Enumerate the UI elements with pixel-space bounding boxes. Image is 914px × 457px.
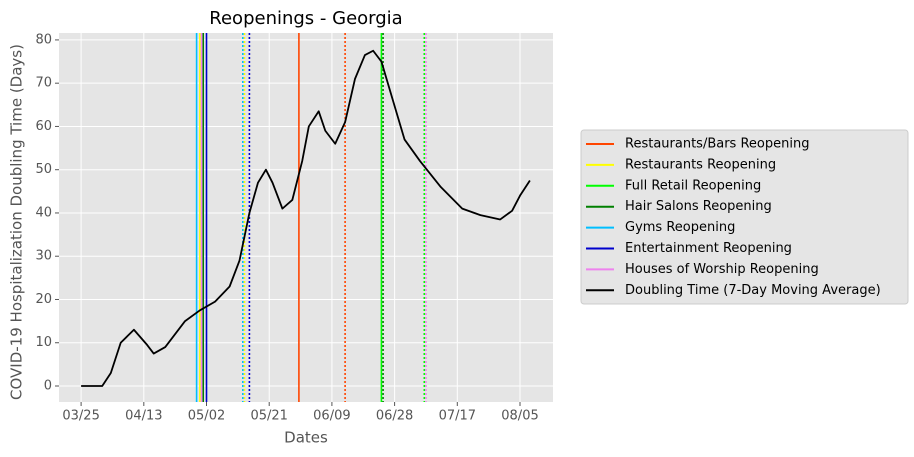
legend-label: Restaurants/Bars Reopening [625,137,809,152]
plot-area [59,33,553,402]
y-tick-label: 0 [44,378,52,393]
x-tick-label: 04/13 [125,409,162,424]
x-tick-label: 03/25 [62,409,99,424]
legend-label: Houses of Worship Reopening [625,262,819,277]
y-axis-label: COVID-19 Hospitalization Doubling Time (… [8,44,26,400]
chart-title: Reopenings - Georgia [209,8,402,29]
y-tick-label: 30 [35,249,52,264]
data-line [81,49,531,387]
x-tick-label: 06/28 [376,409,413,424]
x-tick-label: 07/17 [439,409,476,424]
legend-label: Full Retail Reopening [625,178,761,193]
y-tick-label: 80 [35,32,52,47]
y-tick-label: 40 [35,205,52,220]
x-tick-label: 05/02 [188,409,225,424]
x-tick-label: 06/09 [313,409,350,424]
x-tick-label: 08/05 [501,409,538,424]
y-tick-label: 20 [35,292,52,307]
legend-label: Hair Salons Reopening [625,199,772,214]
y-tick-label: 60 [35,119,52,134]
y-tick-label: 70 [35,76,52,91]
y-tick-label: 50 [35,162,52,177]
y-tick-label: 10 [35,335,52,350]
legend-label: Gyms Reopening [625,220,735,235]
x-axis-label: Dates [284,429,328,447]
x-tick-label: 05/21 [250,409,287,424]
legend-label: Doubling Time (7-Day Moving Average) [625,283,881,298]
legend-box [580,129,909,305]
legend-label: Entertainment Reopening [625,241,792,256]
legend-label: Restaurants Reopening [625,157,776,172]
